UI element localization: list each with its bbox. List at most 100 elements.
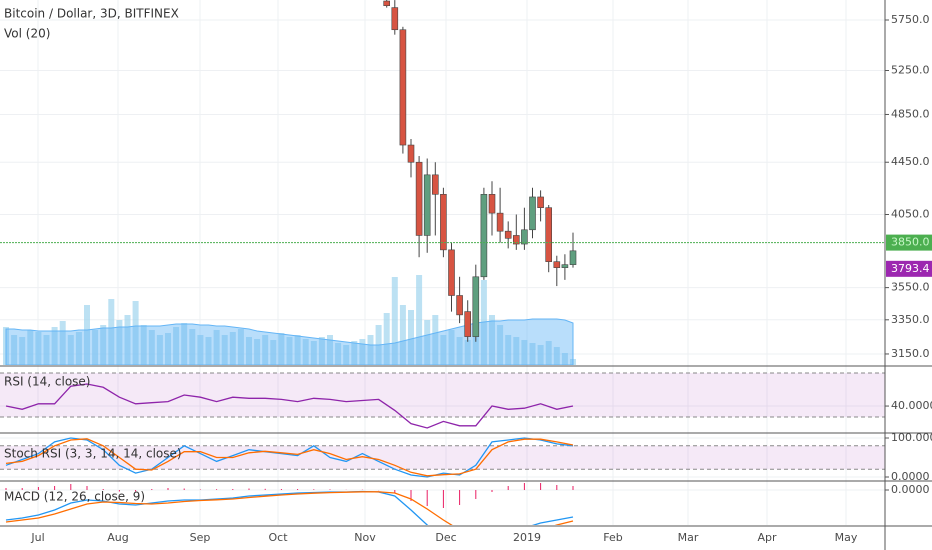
indicator-line [5, 438, 574, 477]
y-tick-label: 4050.0 [891, 208, 930, 221]
volume-bar [262, 335, 269, 365]
volume-bar [351, 341, 358, 365]
macd-title: MACD (12, 26, close, 9) [4, 490, 145, 504]
volume-bar [294, 335, 301, 365]
volume-bar [246, 337, 252, 365]
time-label: Aug [107, 531, 128, 544]
candle-body [545, 207, 553, 262]
y-tick-label: 0.0000 [891, 470, 930, 483]
alert-label-box [886, 234, 932, 251]
volume-bar [148, 330, 155, 365]
volume-bar [51, 327, 58, 365]
candle-body [504, 230, 512, 239]
time-label: 2019 [513, 531, 541, 544]
volume-bar [221, 335, 228, 365]
candle-body [456, 295, 463, 316]
y-tick-label: 5750.0 [891, 13, 930, 26]
indicator-line [5, 490, 574, 525]
volume-bar [108, 299, 115, 365]
volume-bar [440, 335, 447, 365]
volume-bar [367, 335, 374, 365]
time-label: Apr [757, 531, 777, 544]
stoch-title: Stoch RSI (3, 3, 14, 14, close) [4, 447, 182, 461]
volume-bar [92, 330, 99, 365]
price-pane [0, 0, 885, 365]
time-label: Feb [603, 531, 622, 544]
volume-legend: Vol (20) [4, 27, 50, 41]
band-fill [0, 445, 885, 470]
indicator-line [5, 437, 574, 478]
volume-bar [116, 320, 123, 365]
volume-bar [181, 323, 188, 365]
rsi-title: RSI (14, close) [4, 375, 90, 389]
volume-bar [140, 325, 147, 365]
candle-body [464, 311, 472, 337]
y-tick-label: 40.0000 [891, 399, 932, 412]
volume-bar [521, 340, 528, 365]
time-label: Mar [678, 531, 699, 544]
candle-body [431, 174, 439, 195]
y-tick-label: 100.0000 [891, 431, 932, 444]
volume-bar [124, 315, 131, 365]
grid [0, 0, 885, 525]
candle-body [529, 196, 536, 231]
y-tick-label: 3350.0 [891, 313, 930, 326]
candle-body [521, 229, 528, 245]
volume-bar [416, 275, 423, 365]
candle-body [448, 249, 455, 296]
candle-body [391, 7, 399, 31]
alert-label: 3850.0 [891, 236, 930, 249]
y-tick-label: 4450.0 [891, 155, 930, 168]
volume-bar [286, 337, 293, 365]
last-price-label: 3793.4 [891, 262, 930, 275]
volume-bar [456, 337, 463, 365]
time-label: Nov [354, 531, 376, 544]
symbol-title: Bitcoin / Dollar, 3D, BITFINEX [4, 7, 179, 21]
volume-bar [359, 339, 366, 365]
volume-bar [132, 301, 139, 365]
volume-bar [302, 339, 309, 365]
volume-bar [197, 335, 204, 365]
volume-bar [35, 332, 42, 365]
volume-bar [553, 347, 560, 365]
y-tick-label: 0.0000 [891, 483, 930, 496]
time-label: Dec [435, 531, 456, 544]
volume-bar [513, 337, 520, 365]
volume-bar [75, 332, 82, 365]
last-price-box [886, 260, 932, 277]
candle-body [383, 0, 391, 7]
candle-body [423, 174, 431, 236]
volume-bar [237, 329, 244, 365]
volume-bar [448, 330, 455, 365]
volume-bar [408, 310, 414, 365]
volume-bar [383, 313, 390, 365]
volume-ma-area [5, 318, 574, 365]
volume-bar [497, 325, 504, 365]
rsi-pane [0, 372, 885, 429]
volume-bar [229, 332, 236, 365]
volume-bar [489, 315, 495, 365]
candle-body [480, 194, 488, 278]
volume-bar [424, 320, 431, 365]
volume-bar [84, 305, 90, 365]
volume-bar [27, 330, 34, 365]
volume-bar [561, 353, 568, 365]
candle-body [415, 161, 423, 236]
volume-bar [43, 335, 50, 365]
volume-bar [254, 339, 261, 365]
volume-bar [310, 341, 317, 365]
volume-bar [464, 340, 471, 365]
volume-bar [59, 321, 66, 365]
y-tick-label: 4850.0 [891, 107, 930, 120]
volume-bar [100, 325, 107, 365]
volume-bar [529, 343, 536, 365]
candle-body [569, 250, 577, 265]
volume-bar [165, 333, 171, 365]
volume-bar [11, 335, 18, 365]
volume-bar [335, 343, 342, 365]
candle-body [440, 194, 447, 251]
volume-bar [213, 330, 220, 365]
time-label: Jul [30, 531, 44, 544]
candle-body [488, 194, 496, 214]
stoch-pane [0, 437, 885, 478]
